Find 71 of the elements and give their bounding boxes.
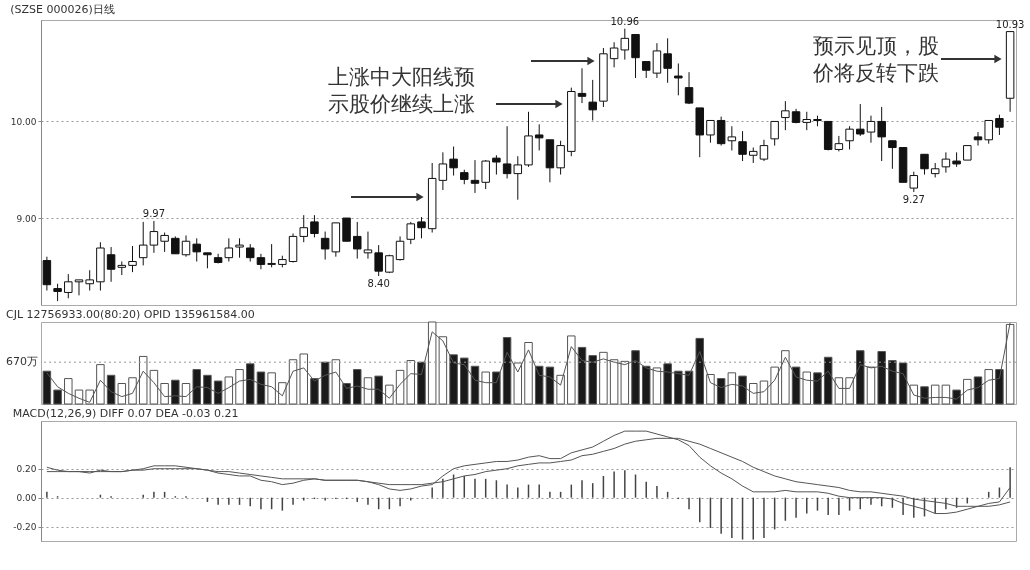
chart-title: (SZSE 000026)日线 — [10, 2, 115, 16]
candlestick — [759, 139, 769, 162]
candlestick — [920, 153, 929, 176]
annotation: 10.96 — [610, 15, 640, 27]
candlestick — [492, 154, 501, 176]
candlestick — [128, 245, 137, 273]
ref-line-label: 670万 — [6, 355, 38, 369]
candlestick — [770, 120, 779, 147]
y-tick-label: 9.00 — [16, 213, 37, 224]
candlestick — [470, 159, 480, 194]
candlestick — [845, 125, 854, 150]
line-series — [46, 430, 1011, 515]
candlestick — [856, 103, 865, 137]
annotation: 9.27 — [902, 193, 925, 205]
candlestick — [449, 146, 458, 177]
candlestick — [74, 279, 84, 296]
candlestick — [973, 131, 983, 147]
candlestick — [481, 159, 490, 190]
candlestick — [502, 125, 512, 179]
y-tick-label: 0.20 — [16, 464, 37, 475]
candlestick — [577, 67, 587, 104]
chart-title: MACD(12,26,9) DIFF 0.07 DEA -0.03 0.21 — [12, 407, 239, 420]
candlestick — [160, 232, 169, 253]
candlestick — [556, 140, 565, 176]
y-tick-label: 10.00 — [10, 116, 37, 127]
candlestick — [663, 37, 672, 84]
candlestick — [866, 115, 876, 144]
candlestick — [888, 140, 897, 170]
candlestick — [374, 244, 383, 277]
candlestick — [941, 151, 951, 174]
candlestick — [85, 269, 94, 292]
candlestick — [64, 273, 73, 299]
candlestick — [149, 220, 159, 254]
candlestick — [909, 171, 919, 193]
candlestick — [652, 42, 662, 79]
candlestick — [738, 130, 747, 162]
candlestick — [802, 111, 812, 131]
candlestick — [192, 237, 201, 263]
annotation: 预示见顶，股价将反转下跌 — [812, 34, 939, 85]
candlestick — [363, 231, 373, 260]
candlestick — [181, 234, 191, 258]
annotation: 9.97 — [142, 207, 166, 219]
candlestick — [588, 79, 597, 121]
candlestick — [674, 62, 683, 96]
candlestick — [513, 155, 523, 201]
candlestick — [353, 221, 362, 260]
y-tick-label: -0.20 — [13, 522, 37, 533]
chart-title: CJL 12756933.00(80:20) OPID 135961584.00 — [6, 307, 255, 321]
candlestick — [684, 71, 694, 105]
candlestick — [417, 216, 426, 239]
annotation: 10.93 — [995, 18, 1025, 30]
candlestick — [299, 214, 308, 243]
candlestick — [106, 246, 116, 283]
candlestick — [342, 217, 351, 242]
candlestick — [781, 100, 790, 131]
candlestick — [631, 33, 640, 79]
candlestick — [138, 221, 148, 266]
candlestick — [406, 221, 416, 245]
candlestick — [984, 119, 993, 145]
annotation: 上涨中大阳线预示股价继续上涨 — [327, 65, 475, 116]
candlestick — [706, 119, 715, 144]
candlestick — [310, 214, 319, 238]
candlestick — [995, 114, 1004, 136]
candlestick — [267, 243, 276, 268]
candlestick — [256, 253, 266, 270]
candlestick — [534, 123, 544, 151]
candlestick — [235, 237, 244, 259]
annotation: 8.40 — [367, 278, 390, 290]
candlestick — [877, 106, 886, 162]
candlestick — [395, 235, 405, 262]
y-tick-label: 0.00 — [16, 493, 37, 504]
